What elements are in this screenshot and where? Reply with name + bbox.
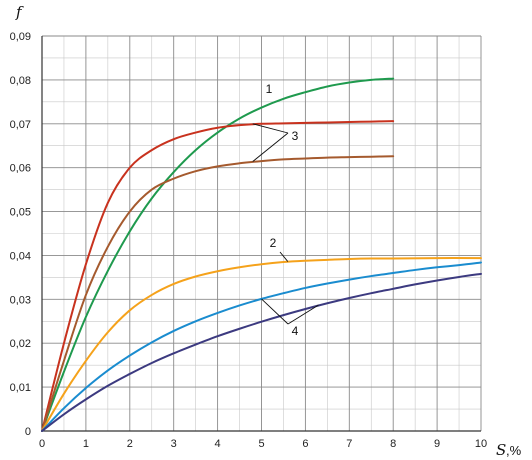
series-group bbox=[41, 77, 482, 432]
leader-line bbox=[252, 132, 289, 162]
x-tick-label: 7 bbox=[346, 438, 352, 450]
y-tick-label: 0,09 bbox=[10, 31, 31, 43]
leader-line bbox=[252, 123, 289, 134]
leader-line bbox=[279, 251, 289, 262]
series-line-3 bbox=[41, 155, 395, 432]
y-tick-label: 0,06 bbox=[10, 163, 31, 175]
x-tick-label: 0 bbox=[39, 438, 45, 450]
x-tick-label: 3 bbox=[171, 438, 177, 450]
leader-line bbox=[261, 298, 289, 325]
x-tick-label: 8 bbox=[390, 438, 396, 450]
x-tick-label: 2 bbox=[127, 438, 133, 450]
curve-label: 2 bbox=[270, 236, 277, 250]
y-tick-label: 0,05 bbox=[10, 207, 31, 219]
y-tick-label: 0,01 bbox=[10, 382, 31, 394]
y-axis-title: f bbox=[15, 3, 24, 21]
series-line-4 bbox=[41, 257, 482, 432]
y-tick-label: 0,02 bbox=[10, 338, 31, 350]
x-tick-label: 10 bbox=[475, 438, 487, 450]
y-tick-label: 0,08 bbox=[10, 75, 31, 87]
leader-line bbox=[287, 304, 319, 325]
y-tick-label: 0,04 bbox=[10, 250, 31, 262]
y-tick-label: 0,07 bbox=[10, 119, 31, 131]
y-tick-label: 0,03 bbox=[10, 294, 31, 306]
x-tick-label: 1 bbox=[83, 438, 89, 450]
series-line-2 bbox=[41, 120, 395, 432]
x-tick-label: 5 bbox=[258, 438, 264, 450]
grid bbox=[41, 35, 482, 432]
series-line-6 bbox=[41, 272, 482, 432]
x-tick-label: 9 bbox=[434, 438, 440, 450]
x-tick-label: 4 bbox=[215, 438, 221, 450]
series-line-5 bbox=[41, 261, 482, 432]
x-axis-unit: ,% bbox=[506, 443, 522, 458]
curve-label: 3 bbox=[292, 129, 299, 143]
x-axis-title: S bbox=[496, 441, 506, 459]
annotations: 1 3 2 4 bbox=[252, 82, 319, 338]
x-tick-label: 6 bbox=[302, 438, 308, 450]
tick-labels: 0 1 2 3 4 5 6 7 8 9 10 0 0,01 0,02 0,03 0,04 0,05 0,06 0,0… bbox=[10, 31, 488, 450]
series-line-1 bbox=[41, 77, 395, 432]
y-tick-label: 0 bbox=[25, 426, 31, 438]
curve-label: 1 bbox=[266, 82, 273, 96]
axes bbox=[41, 36, 481, 432]
curve-label: 4 bbox=[292, 324, 299, 338]
